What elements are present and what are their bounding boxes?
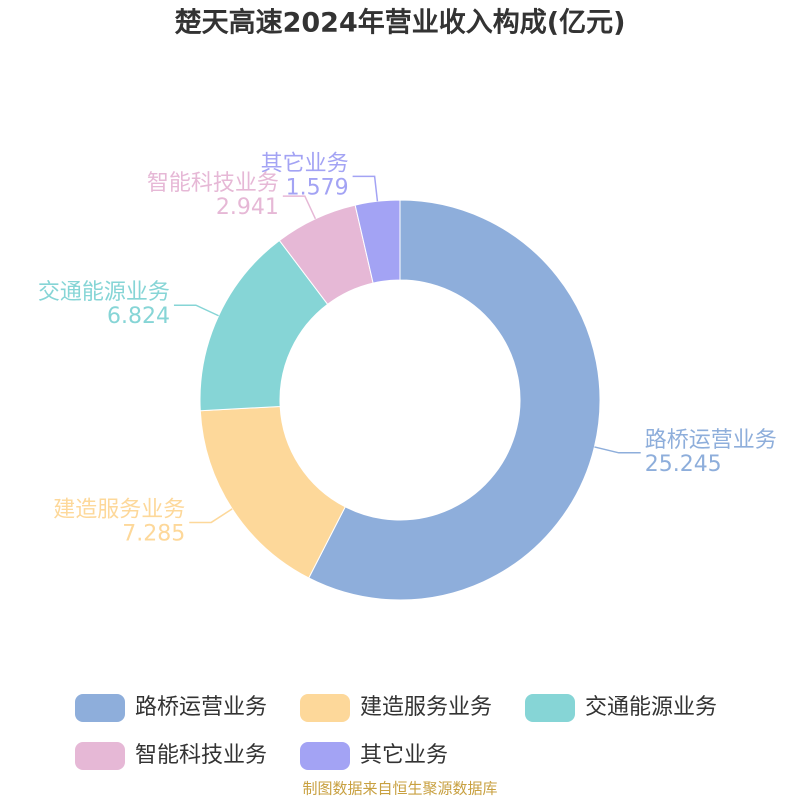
legend-swatch [75, 694, 125, 722]
leader-line [594, 446, 641, 454]
slice [308, 199, 601, 601]
legend-label: 路桥运营业务 [135, 695, 267, 720]
legend-swatch [300, 742, 350, 770]
slice-value: 25.245 [645, 452, 722, 477]
slice-value: 2.941 [216, 195, 279, 220]
slice-label: 智能科技业务 [147, 171, 279, 196]
slice-value: 6.824 [107, 304, 170, 329]
source-note: 制图数据来自恒生聚源数据库 [302, 780, 497, 798]
slice-label: 路桥运营业务 [645, 428, 777, 453]
slice-label: 其它业务 [261, 151, 349, 176]
legend-label: 智能科技业务 [135, 743, 267, 768]
leader-line [189, 508, 233, 524]
leader-line [352, 175, 379, 202]
leader-line [282, 195, 317, 220]
leader-line [173, 304, 219, 317]
legend-label: 建造服务业务 [360, 695, 492, 720]
legend-label: 其它业务 [360, 743, 448, 768]
chart-title: 楚天高速2024年营业收入构成(亿元) [175, 7, 626, 39]
legend-label: 交通能源业务 [585, 695, 717, 720]
legend-swatch [300, 694, 350, 722]
slice-value: 7.285 [122, 521, 185, 546]
slice-label: 建造服务业务 [53, 497, 185, 522]
slice-value: 1.579 [286, 175, 349, 200]
slice-label: 交通能源业务 [38, 280, 170, 305]
legend-swatch [75, 742, 125, 770]
legend-swatch [525, 694, 575, 722]
slice [354, 199, 401, 284]
